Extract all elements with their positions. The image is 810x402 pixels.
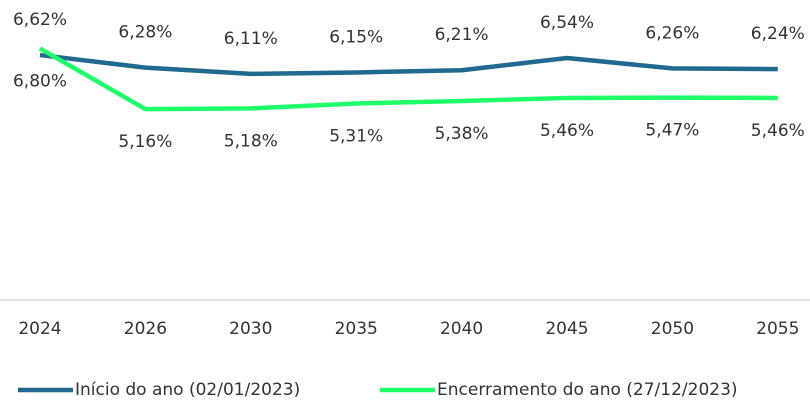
x-tick-label: 2045: [545, 319, 588, 339]
series-line: [39, 52, 778, 77]
data-label: 6,11%: [224, 29, 278, 49]
series-line: [38, 46, 778, 112]
data-label: 6,62%: [13, 10, 67, 30]
legend-label: Início do ano (02/01/2023): [75, 380, 300, 400]
data-label: 5,46%: [751, 121, 805, 141]
data-label: 6,15%: [329, 27, 383, 47]
x-tick-label: 2035: [335, 319, 378, 339]
x-tick-label: 2030: [229, 319, 272, 339]
x-tick-label: 2026: [124, 319, 167, 339]
x-tick-label: 2040: [440, 319, 483, 339]
data-label: 6,54%: [540, 13, 594, 33]
data-label: 6,26%: [645, 23, 699, 43]
data-label: 5,47%: [645, 121, 699, 141]
x-tick-label: 2055: [756, 319, 799, 339]
legend-label: Encerramento do ano (27/12/2023): [437, 380, 738, 400]
data-label: 6,80%: [13, 71, 67, 91]
data-label: 6,24%: [751, 24, 805, 44]
x-tick-label: 2024: [18, 319, 61, 339]
data-label: 5,38%: [435, 124, 489, 144]
x-tick-label: 2050: [651, 319, 694, 339]
data-label: 5,18%: [224, 131, 278, 151]
data-label: 5,31%: [329, 127, 383, 147]
data-label: 6,21%: [435, 25, 489, 45]
data-label: 5,46%: [540, 121, 594, 141]
data-label: 5,16%: [118, 132, 172, 152]
data-label: 6,28%: [118, 23, 172, 43]
